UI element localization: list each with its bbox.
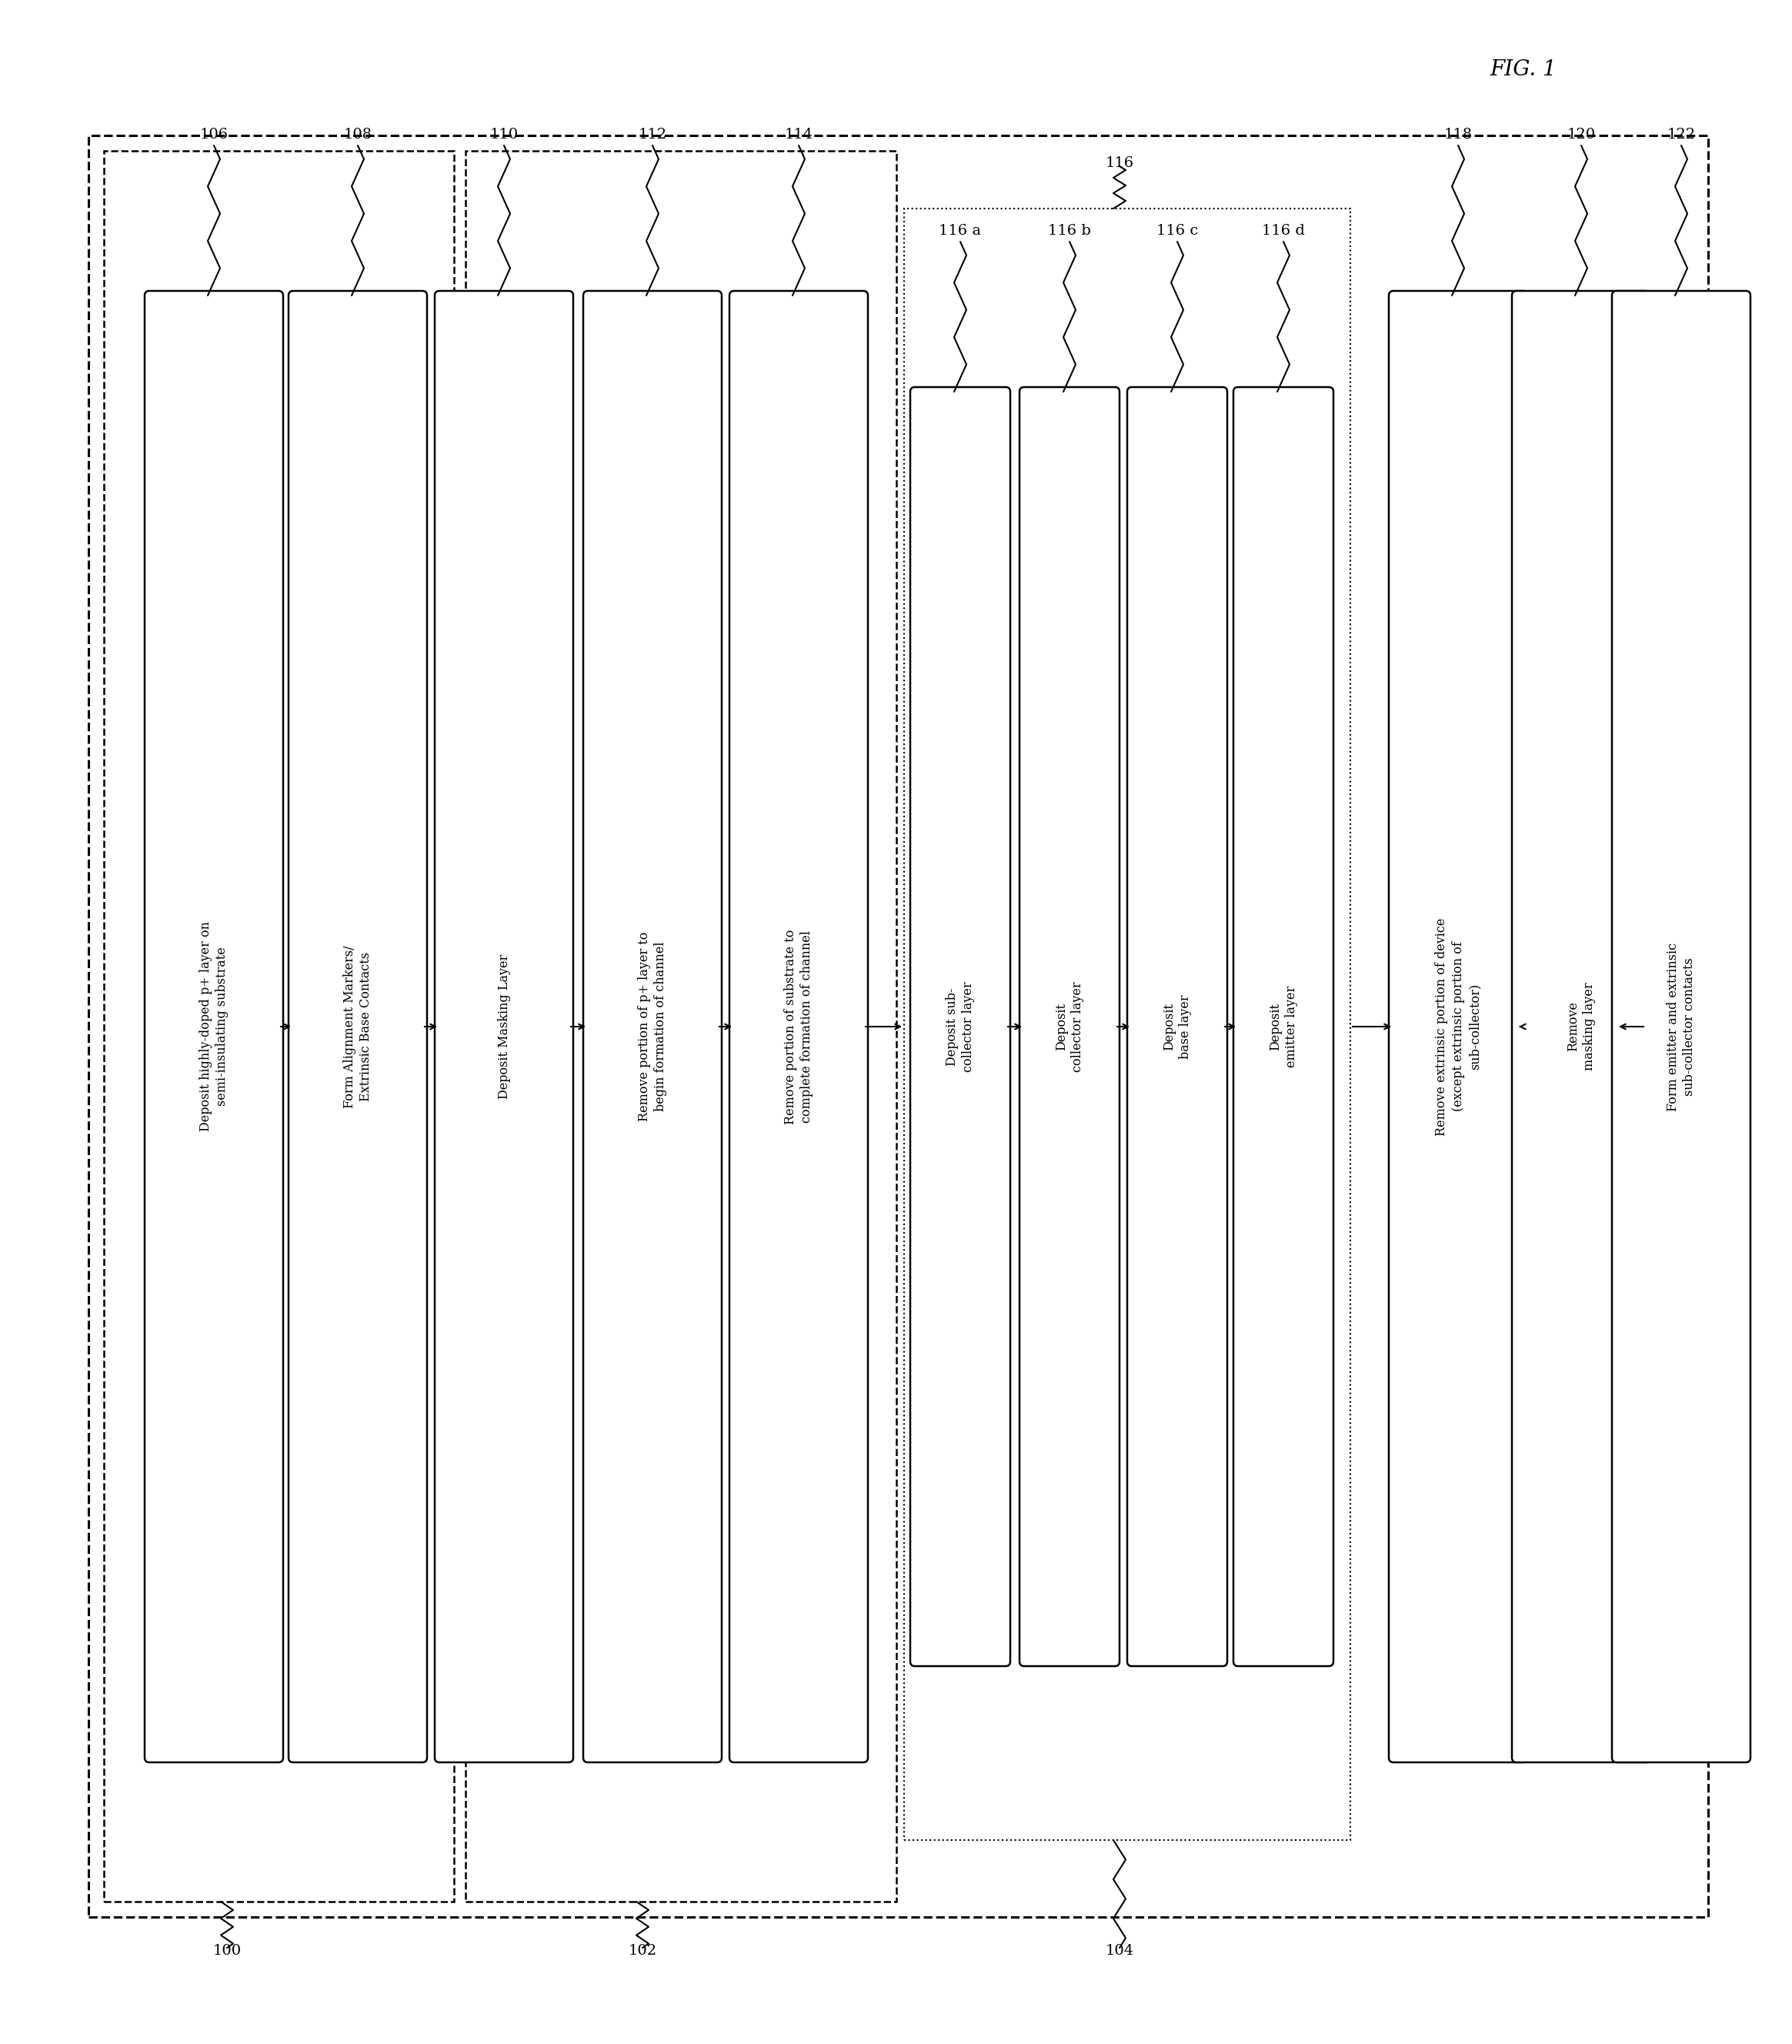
FancyBboxPatch shape: [729, 290, 867, 1762]
Text: Deposit
emitter layer: Deposit emitter layer: [1269, 985, 1297, 1067]
FancyBboxPatch shape: [910, 386, 1011, 1666]
Bar: [104, 151, 453, 1901]
Text: Remove portion of substrate to
complete formation of channel: Remove portion of substrate to complete …: [783, 930, 814, 1124]
FancyBboxPatch shape: [435, 290, 573, 1762]
Text: Form Alignment Markers/
Extrinsic Base Contacts: Form Alignment Markers/ Extrinsic Base C…: [342, 944, 373, 1108]
Text: Deposit Masking Layer: Deposit Masking Layer: [498, 955, 511, 1100]
FancyBboxPatch shape: [1613, 290, 1751, 1762]
Text: 106: 106: [199, 127, 228, 141]
FancyBboxPatch shape: [145, 290, 283, 1762]
Text: 104: 104: [1106, 1944, 1134, 1958]
FancyBboxPatch shape: [1512, 290, 1650, 1762]
Text: 116 b: 116 b: [1048, 225, 1091, 237]
FancyBboxPatch shape: [1389, 290, 1527, 1762]
Bar: [88, 135, 1708, 1917]
Text: Remove
masking layer: Remove masking layer: [1566, 983, 1597, 1071]
Bar: [905, 208, 1351, 1840]
Text: Deposit
collector layer: Deposit collector layer: [1055, 981, 1084, 1071]
Text: 116: 116: [1106, 155, 1134, 170]
Text: 100: 100: [213, 1944, 242, 1958]
Text: 114: 114: [785, 127, 814, 141]
Text: 110: 110: [489, 127, 518, 141]
FancyBboxPatch shape: [582, 290, 722, 1762]
Text: FIG. 1: FIG. 1: [1491, 59, 1557, 80]
FancyBboxPatch shape: [1233, 386, 1333, 1666]
Text: 116 c: 116 c: [1156, 225, 1199, 237]
Text: 116 a: 116 a: [939, 225, 982, 237]
Text: 112: 112: [638, 127, 667, 141]
Text: 118: 118: [1444, 127, 1473, 141]
Text: 102: 102: [629, 1944, 656, 1958]
Text: Remove extrinsic portion of device
(except extrinsic portion of
sub-collector): Remove extrinsic portion of device (exce…: [1435, 918, 1482, 1136]
Text: Form emitter and extrinsic
sub-collector contacts: Form emitter and extrinsic sub-collector…: [1667, 942, 1695, 1112]
FancyBboxPatch shape: [1127, 386, 1228, 1666]
Text: 122: 122: [1667, 127, 1695, 141]
Text: 120: 120: [1566, 127, 1595, 141]
Text: Deposit sub-
collector layer: Deposit sub- collector layer: [946, 981, 975, 1071]
Text: 116 d: 116 d: [1262, 225, 1305, 237]
Text: Remove portion of p+ layer to
begin formation of channel: Remove portion of p+ layer to begin form…: [638, 932, 667, 1122]
Text: Deposit highly-doped p+ layer on
semi-insulating substrate: Deposit highly-doped p+ layer on semi-in…: [199, 922, 229, 1132]
FancyBboxPatch shape: [289, 290, 426, 1762]
Bar: [466, 151, 896, 1901]
FancyBboxPatch shape: [1020, 386, 1120, 1666]
Text: 108: 108: [344, 127, 373, 141]
Text: Deposit
base layer: Deposit base layer: [1163, 995, 1192, 1059]
